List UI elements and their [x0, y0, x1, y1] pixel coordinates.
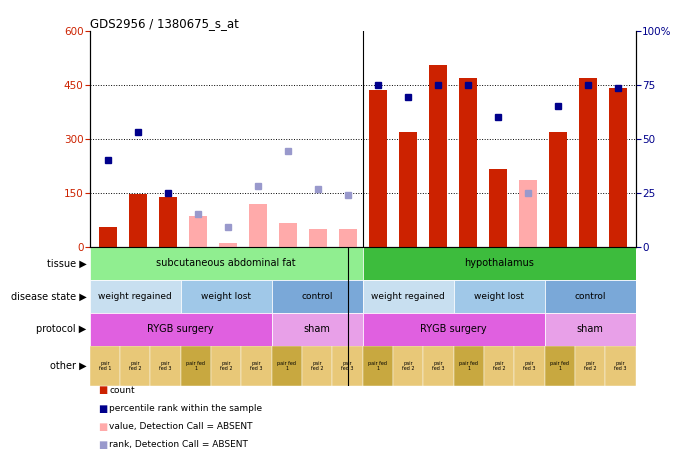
- Text: ■: ■: [98, 403, 107, 413]
- FancyBboxPatch shape: [181, 346, 211, 386]
- FancyBboxPatch shape: [211, 346, 241, 386]
- FancyBboxPatch shape: [605, 346, 636, 386]
- Bar: [278, 223, 297, 247]
- FancyBboxPatch shape: [332, 346, 363, 386]
- Bar: [579, 78, 597, 247]
- Text: subcutaneous abdominal fat: subcutaneous abdominal fat: [156, 258, 296, 268]
- Bar: [489, 169, 507, 247]
- Bar: [428, 65, 447, 247]
- Text: pair
fed 3: pair fed 3: [523, 361, 536, 371]
- Text: pair
fed 3: pair fed 3: [250, 361, 263, 371]
- Text: count: count: [109, 386, 135, 395]
- FancyBboxPatch shape: [181, 280, 272, 313]
- Bar: [609, 89, 627, 247]
- FancyBboxPatch shape: [241, 346, 272, 386]
- Bar: [519, 180, 537, 247]
- FancyBboxPatch shape: [272, 313, 363, 346]
- Text: pair
fed 2: pair fed 2: [220, 361, 233, 371]
- FancyBboxPatch shape: [151, 346, 181, 386]
- Text: pair fed
1: pair fed 1: [368, 361, 388, 371]
- Text: other ▶: other ▶: [50, 361, 86, 371]
- Text: disease state ▶: disease state ▶: [10, 292, 86, 301]
- Text: pair
fed 2: pair fed 2: [584, 361, 596, 371]
- FancyBboxPatch shape: [545, 313, 636, 346]
- Text: pair
fed 2: pair fed 2: [129, 361, 142, 371]
- FancyBboxPatch shape: [363, 280, 454, 313]
- Text: control: control: [301, 292, 333, 301]
- Bar: [159, 197, 177, 247]
- Text: control: control: [574, 292, 606, 301]
- FancyBboxPatch shape: [90, 280, 181, 313]
- Text: ■: ■: [98, 422, 107, 432]
- Text: pair
fed 3: pair fed 3: [341, 361, 354, 371]
- Text: tissue ▶: tissue ▶: [46, 258, 86, 268]
- Bar: [339, 229, 357, 247]
- FancyBboxPatch shape: [120, 346, 151, 386]
- FancyBboxPatch shape: [90, 313, 272, 346]
- Text: pair fed
1: pair fed 1: [187, 361, 205, 371]
- Text: weight lost: weight lost: [201, 292, 252, 301]
- Bar: [249, 204, 267, 247]
- Text: weight lost: weight lost: [474, 292, 524, 301]
- Text: pair
fed 3: pair fed 3: [614, 361, 627, 371]
- FancyBboxPatch shape: [484, 346, 514, 386]
- FancyBboxPatch shape: [454, 280, 545, 313]
- Bar: [309, 229, 327, 247]
- FancyBboxPatch shape: [514, 346, 545, 386]
- FancyBboxPatch shape: [424, 346, 454, 386]
- FancyBboxPatch shape: [393, 346, 424, 386]
- FancyBboxPatch shape: [90, 247, 363, 280]
- FancyBboxPatch shape: [90, 346, 120, 386]
- Text: ■: ■: [98, 385, 107, 395]
- Bar: [219, 243, 237, 247]
- FancyBboxPatch shape: [545, 280, 636, 313]
- Text: pair
fed 3: pair fed 3: [160, 361, 172, 371]
- Bar: [549, 132, 567, 247]
- FancyBboxPatch shape: [363, 313, 545, 346]
- Bar: [189, 216, 207, 247]
- Text: pair fed
1: pair fed 1: [551, 361, 569, 371]
- Text: RYGB surgery: RYGB surgery: [420, 325, 487, 335]
- FancyBboxPatch shape: [302, 346, 332, 386]
- Text: ■: ■: [98, 440, 107, 450]
- FancyBboxPatch shape: [545, 346, 575, 386]
- Text: hypothalamus: hypothalamus: [464, 258, 534, 268]
- Text: pair fed
1: pair fed 1: [278, 361, 296, 371]
- Bar: [369, 90, 387, 247]
- Text: pair
fed 2: pair fed 2: [402, 361, 415, 371]
- Text: rank, Detection Call = ABSENT: rank, Detection Call = ABSENT: [109, 440, 248, 449]
- Text: pair
fed 2: pair fed 2: [311, 361, 323, 371]
- Text: weight regained: weight regained: [371, 292, 445, 301]
- Bar: [459, 78, 477, 247]
- FancyBboxPatch shape: [363, 346, 393, 386]
- FancyBboxPatch shape: [363, 247, 636, 280]
- Text: value, Detection Call = ABSENT: value, Detection Call = ABSENT: [109, 422, 253, 431]
- Bar: [399, 132, 417, 247]
- FancyBboxPatch shape: [575, 346, 605, 386]
- FancyBboxPatch shape: [272, 280, 363, 313]
- Text: GDS2956 / 1380675_s_at: GDS2956 / 1380675_s_at: [90, 17, 238, 30]
- Text: pair
fed 3: pair fed 3: [433, 361, 445, 371]
- Text: percentile rank within the sample: percentile rank within the sample: [109, 404, 263, 413]
- Bar: [129, 193, 146, 247]
- Bar: [99, 227, 117, 247]
- Text: sham: sham: [577, 325, 604, 335]
- Text: pair
fed 2: pair fed 2: [493, 361, 506, 371]
- Text: sham: sham: [304, 325, 331, 335]
- FancyBboxPatch shape: [454, 346, 484, 386]
- Text: weight regained: weight regained: [98, 292, 172, 301]
- Text: pair fed
1: pair fed 1: [460, 361, 478, 371]
- Text: RYGB surgery: RYGB surgery: [147, 325, 214, 335]
- Text: protocol ▶: protocol ▶: [36, 325, 86, 335]
- FancyBboxPatch shape: [272, 346, 302, 386]
- Text: pair
fed 1: pair fed 1: [99, 361, 111, 371]
